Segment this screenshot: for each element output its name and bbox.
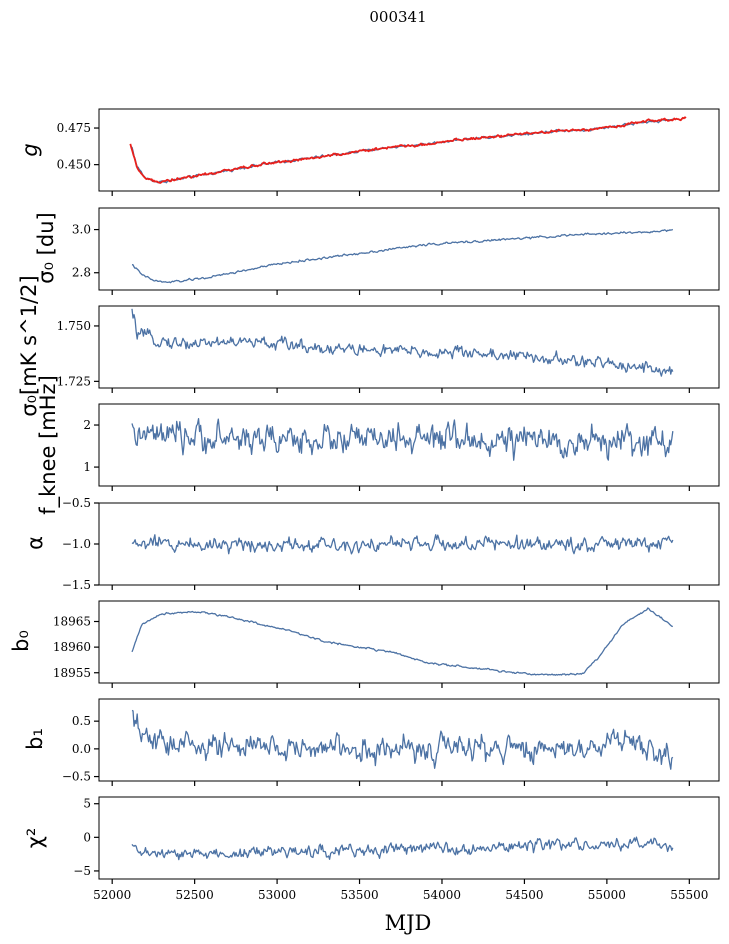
- panel-b1: −0.5 0.0 0.5 b₁: [23, 698, 720, 786]
- y-tick-label-alpha: −1.0: [62, 537, 91, 551]
- axes-frame-g: [98, 108, 720, 192]
- y-tick-label-g: 0.475: [57, 121, 91, 135]
- x-tick-label: 55000: [588, 888, 626, 902]
- y-axis-label-chi2: χ²: [23, 828, 47, 849]
- series-line-sigma0-0: [131, 228, 674, 284]
- x-tick-label: 53000: [258, 888, 296, 902]
- x-tick-label: 52000: [93, 888, 131, 902]
- y-axis-label-g: g: [18, 143, 42, 156]
- series-line-alpha-0: [131, 534, 674, 555]
- panels: 0.450 0.475 g 2.8 3.0 σ₀ [du] 1.725 1.750 σ₀[mK …: [9, 108, 720, 902]
- y-tick-label-b0: 18965: [53, 615, 91, 629]
- x-tick-label: 55500: [670, 888, 708, 902]
- y-tick-label-chi2: 5: [83, 797, 91, 811]
- axes-frame-sigma0_wn: [98, 305, 720, 389]
- x-tick-label: 54500: [505, 888, 543, 902]
- y-axis-label-sigma0_wn: σ₀[mK s^1/2]: [17, 275, 41, 416]
- x-tick-label: 53500: [340, 888, 378, 902]
- y-axis-label-b0: b₀: [9, 630, 33, 652]
- axes-frame-b1: [98, 698, 720, 782]
- y-axis-label-alpha: α: [23, 536, 47, 550]
- y-tick-label-chi2: −5: [73, 864, 91, 878]
- panel-chi2: −5 0 5 52000 52500 53000 53500 54000 54500 55000 5…: [23, 796, 720, 902]
- y-tick-label-alpha: −1.5: [62, 578, 91, 592]
- x-axis-label: MJD: [385, 911, 432, 935]
- y-tick-label-alpha: −0.5: [62, 496, 91, 510]
- y-tick-label-b1: −0.5: [62, 770, 91, 784]
- y-tick-label-g: 0.450: [57, 158, 91, 172]
- y-tick-label-b1: 0.5: [72, 714, 91, 728]
- panel-g: 0.450 0.475 g: [18, 108, 720, 196]
- series-line-b1-0: [131, 709, 674, 770]
- y-axis-label-b1: b₁: [23, 728, 47, 750]
- y-tick-label-sigma0_wn: 1.725: [57, 374, 91, 388]
- panel-alpha: −1.5 −1.0 −0.5 α: [23, 496, 720, 592]
- y-tick-label-sigma0: 2.8: [72, 266, 91, 280]
- y-axis-label-fknee: f_knee [mHz]: [36, 375, 61, 515]
- series-line-fknee-0: [131, 417, 674, 461]
- y-tick-label-fknee: 2: [83, 418, 91, 432]
- y-axis-label-sigma0: σ₀ [du]: [34, 212, 58, 283]
- figure-title: 000341: [369, 8, 426, 26]
- panel-b0: 18955 18960 18965 b₀: [9, 600, 720, 688]
- axes-frame-chi2: [98, 796, 720, 880]
- panel-fknee: 1 2 f_knee [mHz]: [36, 375, 720, 515]
- panel-sigma0_wn: 1.725 1.750 σ₀[mK s^1/2]: [17, 275, 720, 417]
- series-line-sigma0_wn-0: [131, 308, 674, 377]
- y-tick-label-b0: 18955: [53, 666, 91, 680]
- panel-sigma0: 2.8 3.0 σ₀ [du]: [34, 207, 720, 295]
- series-line-chi2-0: [131, 836, 674, 861]
- y-tick-label-b1: 0.0: [72, 742, 91, 756]
- y-tick-label-sigma0: 3.0: [72, 223, 91, 237]
- y-tick-label-fknee: 1: [83, 460, 91, 474]
- x-tick-label: 54000: [423, 888, 461, 902]
- series-line-b0-0: [131, 607, 674, 676]
- axes-frame-fknee: [98, 403, 720, 487]
- x-tick-label: 52500: [176, 888, 214, 902]
- y-tick-label-chi2: 0: [83, 830, 91, 844]
- series-line-g-1: [129, 116, 687, 184]
- y-tick-label-b0: 18960: [53, 640, 91, 654]
- axes-frame-b0: [98, 600, 720, 684]
- axes-frame-sigma0: [98, 207, 720, 291]
- y-tick-label-sigma0_wn: 1.750: [57, 319, 91, 333]
